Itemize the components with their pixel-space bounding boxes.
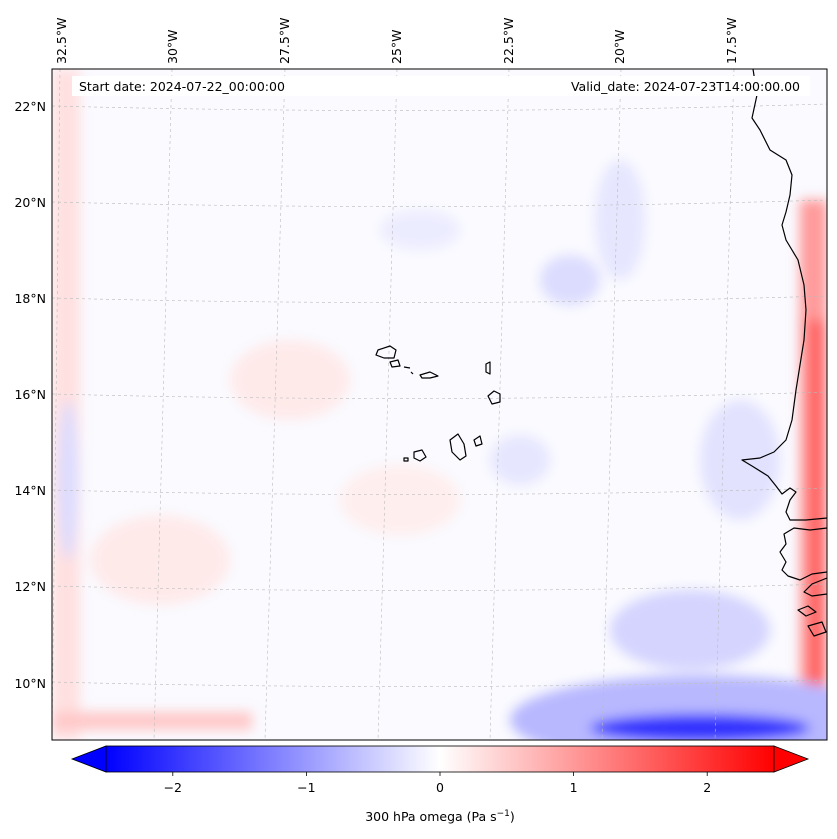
gridline-lat-10 <box>52 679 827 687</box>
colorbar-label-main: 300 hPa omega (Pa s <box>365 809 496 824</box>
island-santo-antao <box>375 345 397 359</box>
island-sao-vicente <box>389 359 401 368</box>
map-frame <box>51 68 828 741</box>
colorbar-label: 300 hPa omega (Pa s−1) <box>365 809 515 824</box>
coastline-gambia <box>779 527 827 581</box>
gridline-lat-20 <box>52 199 827 207</box>
lat-label-22: 22°N <box>14 99 46 114</box>
island-fogo <box>413 449 427 462</box>
field-patch-blue-5 <box>58 400 78 560</box>
lat-labels: 22°N 20°N 18°N 16°N 14°N 12°N 10°N <box>14 99 46 691</box>
lat-label-14: 14°N <box>14 483 46 498</box>
colorbar-extend-low <box>70 745 107 773</box>
gridline-lon-20 <box>601 69 622 740</box>
lon-label-17-5: 17.5°W <box>724 18 739 64</box>
gridline-lat-12 <box>52 583 827 591</box>
lon-label-30: 30°W <box>165 29 180 64</box>
field-patch-coast-red-core <box>808 320 824 700</box>
coastlines <box>375 69 827 637</box>
island-sao-nicolau <box>419 371 439 379</box>
map-panel: Start date: 2024-07-22_00:00:00 Valid_da… <box>51 68 828 741</box>
coastline-africa <box>741 69 827 521</box>
gridline-lon-27-5 <box>264 69 286 740</box>
island-sal <box>485 361 491 375</box>
lat-label-18: 18°N <box>14 291 46 306</box>
info-bar <box>72 76 810 96</box>
start-date-label: Start date: 2024-07-22_00:00:00 <box>79 79 285 94</box>
gridline-lon-17-5 <box>714 69 735 740</box>
gridline-lat-16 <box>52 391 827 399</box>
colorbar-tick-label: 0 <box>436 780 444 795</box>
colorbar-label-exponent: −1 <box>497 809 510 819</box>
lon-label-25: 25°W <box>389 29 404 64</box>
lon-label-27-5: 27.5°W <box>277 18 292 64</box>
colorbar-body <box>105 745 775 773</box>
gridline-lat-22 <box>52 103 827 111</box>
gridline-lon-30 <box>153 69 173 740</box>
island-maio <box>473 435 483 447</box>
field-patch-blue-1 <box>540 255 600 305</box>
colorbar-tick-label: 1 <box>570 780 578 795</box>
field-patch-blue-2 <box>595 160 645 280</box>
colorbar-tick-label: −2 <box>164 780 182 795</box>
field-patch-southeast-blue <box>610 590 770 670</box>
lat-label-16: 16°N <box>14 387 46 402</box>
field-patch-blue-6 <box>380 210 460 250</box>
field-patch-pink-2 <box>90 515 230 605</box>
coastline-bijagos <box>797 605 827 637</box>
gridlines <box>52 69 827 740</box>
lon-label-22-5: 22.5°W <box>501 18 516 64</box>
island-boa-vista <box>487 390 501 405</box>
gridline-lon-22-5 <box>489 69 510 740</box>
lon-labels: 32.5°W 30°W 27.5°W 25°W 22.5°W 20°W 17.5… <box>54 18 739 64</box>
field-patch-pink-1 <box>230 340 350 420</box>
gridline-lon-25 <box>377 69 398 740</box>
lon-label-20: 20°W <box>612 29 627 64</box>
field-patch-pink-3 <box>340 465 460 535</box>
colorbar-ticks: −2 −1 0 1 2 <box>164 772 711 795</box>
lat-label-10: 10°N <box>14 676 46 691</box>
colorbar-extend-high <box>773 745 810 773</box>
gridline-lat-14 <box>52 487 827 495</box>
colorbar-tick-label: 2 <box>703 780 711 795</box>
island-santa-luzia <box>403 366 414 375</box>
field-patch-south-red <box>52 712 252 730</box>
colorbar-label-close: ) <box>510 809 515 824</box>
valid-date-label: Valid_date: 2024-07-23T14:00:00.00 <box>571 79 800 94</box>
lat-label-12: 12°N <box>14 579 46 594</box>
lat-label-20: 20°N <box>14 195 46 210</box>
island-brava <box>403 457 409 462</box>
field-patch-blue-4 <box>700 400 780 520</box>
field-patch-blue-3 <box>490 435 550 485</box>
colorbar-tick-label: −1 <box>297 780 315 795</box>
lon-label-32-5: 32.5°W <box>54 18 69 64</box>
field-patch-south-blue-core <box>590 714 810 740</box>
island-santiago <box>449 433 467 461</box>
gridline-lat-18 <box>52 295 827 303</box>
coastline-guinea-bissau <box>803 577 827 597</box>
gridline-lon-32-5 <box>52 69 61 740</box>
colorbar: −2 −1 0 1 2 300 hPa omega (Pa s−1) <box>70 745 810 824</box>
